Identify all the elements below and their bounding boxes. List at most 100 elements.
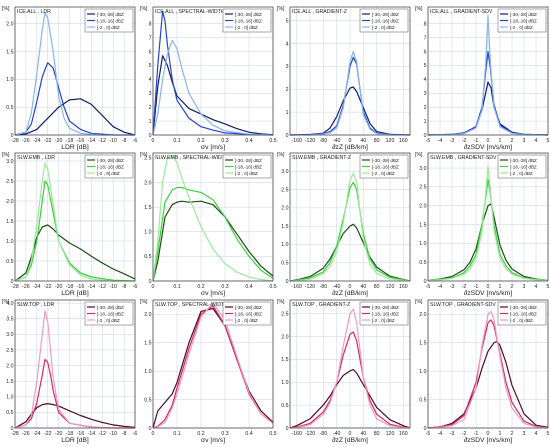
y-unit-label: [%] [2,6,10,12]
y-tick-label: 2.0 [419,204,426,210]
panel-title: SLW.EMB , GRADIENT-Z [292,155,351,161]
x-tick-label: -4 [438,138,443,144]
y-tick-label: 3.5 [6,317,13,323]
legend-entry: [-30,-28] dBZ [372,158,399,163]
subplot-9: -28 -26 -24 -22 -20 -18 -16 -14 -12 -10 -8 -6 0 0.5 1.… [2,299,137,444]
plot-frame [152,299,274,429]
series-line-3 [427,310,549,429]
y-tick-label: 1.0 [144,369,151,375]
subplot-1: -28 -26 -24 -22 -20 -18 -16 -14 -12 -10 -8 -6 0 0.5 1.… [2,6,137,151]
x-tick-label: -160 [291,284,301,290]
y-tick-label: 1 [286,110,289,116]
y-tick-label: 1.0 [6,77,13,83]
x-tick-label: 0.5 [269,138,276,144]
y-tick-label: 2.0 [144,312,151,318]
x-tick-label: -24 [33,138,41,144]
x-tick-label: -24 [33,431,41,437]
x-tick-label: -18 [66,138,74,144]
plot-frame [427,152,549,282]
x-tick-label: -6 [133,431,138,437]
series-line-1 [152,200,274,282]
x-tick-label: -14 [88,431,96,437]
y-tick-label: 2.5 [419,185,426,191]
y-tick-label: 0 [149,279,152,285]
subplot-12: -5 -4 -3 -2 -1 0 1 2 3 4 5 0 0.5 1.0 1.5 2.0 [%] SLW.TOP … [415,299,550,444]
panel-title: SLW.TOP , SPECTRAL-WIDTH [155,302,228,308]
x-tick-label: 0.1 [173,431,180,437]
x-axis-label: ∂zSDV [m/s/km] [464,437,512,444]
y-tick-label: 2.0 [6,363,13,369]
legend-entry: [-18,-16] dBZ [97,164,124,169]
y-tick-label: 6 [424,49,427,55]
x-tick-label: 0 [487,284,490,290]
x-tick-label: 3 [523,284,526,290]
x-tick-label: -120 [305,138,315,144]
series-line-3 [14,12,135,136]
series-line-3 [289,308,411,429]
y-tick-label: 0 [424,426,427,432]
panel-title: SLW.EMB , GRADIENT-SDV [430,155,497,161]
series-line-2 [289,181,411,282]
legend-entry: [-30,-28] dBZ [97,158,124,163]
panel-title: SLW.TOP , GRADIENT-Z [292,302,350,308]
x-tick-label: 0.5 [269,431,276,437]
legend-entry: [-18,-16] dBZ [510,18,537,23]
legend-box [84,154,134,179]
series-line-1 [14,98,136,136]
x-tick-label: 0.5 [269,284,276,290]
y-tick-label: 6 [149,49,152,55]
series-line-2 [289,331,411,429]
x-tick-label: -4 [438,284,443,290]
x-tick-label: -8 [122,431,127,437]
series-line-3 [152,302,274,429]
y-tick-label: 2.0 [6,199,13,205]
x-tick-label: -5 [426,284,431,290]
x-tick-label: 1 [499,138,502,144]
x-tick-label: 0.1 [173,284,180,290]
y-tick-label: 2.0 [281,206,288,212]
x-tick-label: 4 [535,431,538,437]
x-tick-label: -80 [320,284,328,290]
legend-entry: [-2 , 0] dBZ [510,25,533,30]
x-tick-label: -22 [44,138,52,144]
x-tick-label: 0.4 [245,431,252,437]
y-tick-label: 1 [149,119,152,125]
series-line-1 [427,203,549,281]
x-tick-label: -28 [11,138,19,144]
y-tick-label: 0.5 [144,397,151,403]
x-tick-label: 0.4 [245,138,252,144]
legend-entry: [-30,-28] dBZ [235,158,262,163]
y-tick-label: 3.0 [6,159,13,165]
series-line-2 [152,186,274,282]
x-tick-label: -8 [122,138,127,144]
x-tick-label: 120 [386,138,395,144]
y-tick-label: 0 [286,279,289,285]
series-line-2 [427,178,549,281]
legend-entry: [-30,-28] dBZ [372,12,399,17]
y-tick-label: 4 [424,77,427,83]
subplot-8: -5 -4 -3 -2 -1 0 1 2 3 4 5 0 0.5 1.0 1.5 2.0 2.5 3.0 [%] SL… [415,152,550,297]
x-tick-label: -80 [320,431,328,437]
x-tick-label: -5 [426,138,431,144]
y-tick-label: 7 [424,35,427,41]
y-tick-label: 2.5 [6,348,13,354]
x-tick-label: 3 [523,138,526,144]
y-tick-label: 0.5 [281,261,288,267]
panel-title: ICE.ALL , GRADIENT-Z [292,9,347,15]
subplot-10: 0 0.1 0.2 0.3 0.4 0.5 0 0.5 1.0 1.5 2.0 [%] SLW.TOP … [140,299,277,444]
series-line-3 [427,14,549,136]
y-tick-label: 0.5 [6,259,13,265]
legend-entry: [-2 , 0] dBZ [372,318,395,323]
y-tick-label: 1.5 [419,222,426,228]
y-tick-label: 1.5 [281,224,288,230]
y-tick-label: 0 [11,426,14,432]
y-tick-label: 4 [286,41,289,47]
y-tick-label: 2.5 [144,156,151,162]
legend-box [497,301,547,326]
x-tick-label: -2 [462,431,467,437]
y-tick-label: 2.0 [419,312,426,318]
y-unit-label: [%] [140,6,148,12]
x-tick-label: -1 [474,431,479,437]
legend-entry: [-2 , 0] dBZ [510,171,533,176]
legend-entry: [-18,-16] dBZ [372,164,399,169]
